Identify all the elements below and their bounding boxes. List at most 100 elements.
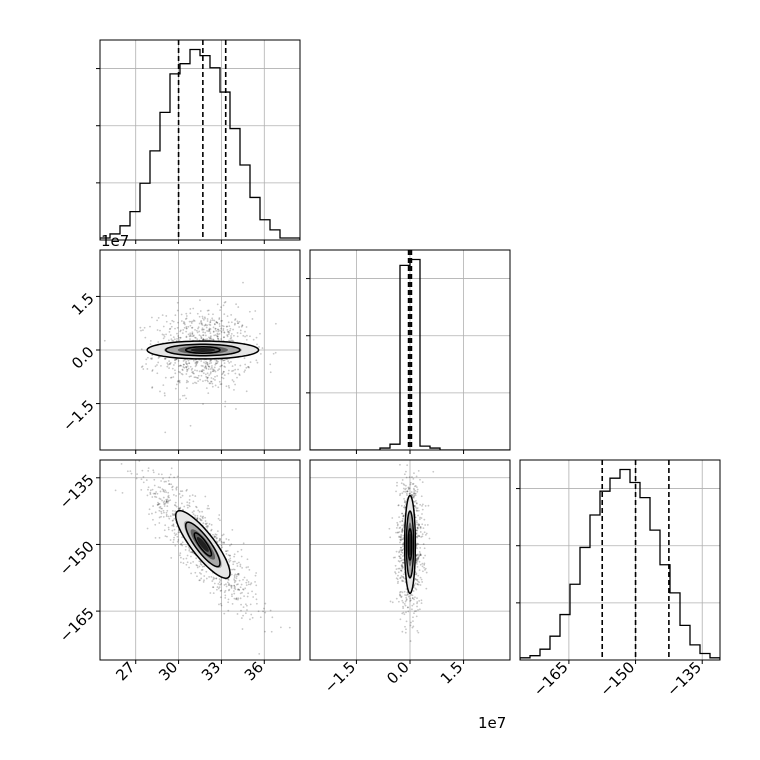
scatter-point (162, 515, 165, 518)
scatter-point (195, 360, 198, 363)
scatter-point (428, 537, 431, 540)
scatter-point (406, 490, 409, 493)
x-tick-label: 1.5 (437, 658, 467, 688)
scatter-point (415, 610, 418, 612)
scatter-point (148, 513, 150, 515)
scatter-point (204, 331, 207, 334)
scatter-point (220, 338, 222, 340)
scatter-point (169, 322, 172, 325)
scatter-point (186, 379, 188, 382)
scatter-point (413, 495, 415, 498)
scatter-point (196, 564, 199, 567)
scatter-point (425, 571, 428, 574)
scatter-point (206, 377, 209, 379)
scatter-point (401, 630, 404, 633)
scatter-point (421, 504, 423, 507)
scatter-point (238, 588, 241, 591)
scatter-point (264, 602, 267, 605)
scatter-point (176, 475, 179, 478)
scatter-point (240, 583, 243, 586)
scatter-point (192, 319, 195, 322)
scatter-point (165, 480, 167, 483)
scatter-point (244, 587, 247, 590)
scatter-point (402, 487, 405, 490)
scatter-point (174, 504, 177, 507)
scatter-point (403, 603, 406, 605)
scatter-point (416, 542, 419, 545)
scatter-point (247, 366, 249, 368)
scatter-point (198, 579, 201, 582)
scatter-point (195, 364, 198, 367)
scatter-point (162, 488, 165, 491)
scatter-point (162, 337, 165, 340)
scatter-point (219, 590, 222, 592)
scatter-point (203, 366, 206, 369)
scatter-point (167, 528, 170, 531)
scatter-point (397, 504, 400, 507)
scatter-point (229, 544, 231, 547)
scatter-point (207, 504, 210, 507)
scatter-point (158, 516, 161, 519)
scatter-point (234, 363, 237, 366)
scatter-point (146, 356, 149, 359)
scatter-point (215, 321, 218, 323)
scatter-point (195, 363, 198, 365)
scatter-point (215, 359, 218, 362)
scatter-point (242, 578, 244, 581)
scatter-point (212, 338, 215, 341)
scatter-point (401, 549, 404, 552)
scatter-point (203, 579, 205, 582)
scatter-point (171, 486, 173, 489)
scatter-point (236, 335, 239, 338)
scatter-point (424, 567, 427, 570)
scatter-point (404, 507, 406, 510)
scatter-point (194, 328, 196, 331)
scatter-point (214, 363, 217, 366)
scatter-point (423, 562, 426, 565)
scatter-point (217, 369, 219, 372)
scatter-point (401, 580, 404, 583)
scatter-point (182, 562, 185, 564)
scatter-point (400, 595, 403, 598)
scatter-point (209, 372, 212, 375)
scatter-point (417, 580, 419, 583)
scatter-point (188, 495, 191, 497)
scatter-point (231, 568, 233, 571)
scatter-point (160, 510, 163, 513)
scatter-point (402, 515, 405, 518)
scatter-point (408, 492, 411, 495)
scatter-point (236, 588, 239, 591)
scatter-point (207, 330, 210, 333)
scatter-point (224, 596, 227, 599)
scatter-point (161, 333, 164, 336)
scatter-point (423, 566, 425, 569)
scatter-point (417, 556, 420, 559)
scatter-point (165, 515, 168, 518)
scatter-point (202, 581, 205, 583)
scatter-point (235, 575, 238, 578)
scatter-point (212, 330, 215, 333)
scatter-point (206, 330, 208, 332)
scatter-point (149, 340, 152, 342)
scatter-point (418, 535, 421, 538)
scatter-point (415, 561, 418, 564)
histogram-panel-2 (520, 460, 720, 660)
scatter-point (416, 563, 418, 565)
scatter-point (424, 524, 427, 526)
scatter-point (173, 504, 176, 506)
scatter-point (241, 591, 243, 594)
scatter-point (168, 499, 170, 502)
scatter-point (217, 330, 220, 333)
scatter-point (225, 550, 227, 553)
scatter-point (412, 487, 415, 490)
scatter-point (214, 379, 216, 381)
scatter-point (167, 491, 170, 494)
scatter-point (218, 325, 221, 327)
scatter-point (175, 383, 178, 386)
scatter-point (196, 566, 199, 569)
scatter-point (247, 365, 250, 368)
scatter-point (201, 368, 204, 371)
scatter-point (420, 554, 422, 557)
scatter-point (239, 586, 242, 589)
scatter-point (221, 373, 224, 376)
